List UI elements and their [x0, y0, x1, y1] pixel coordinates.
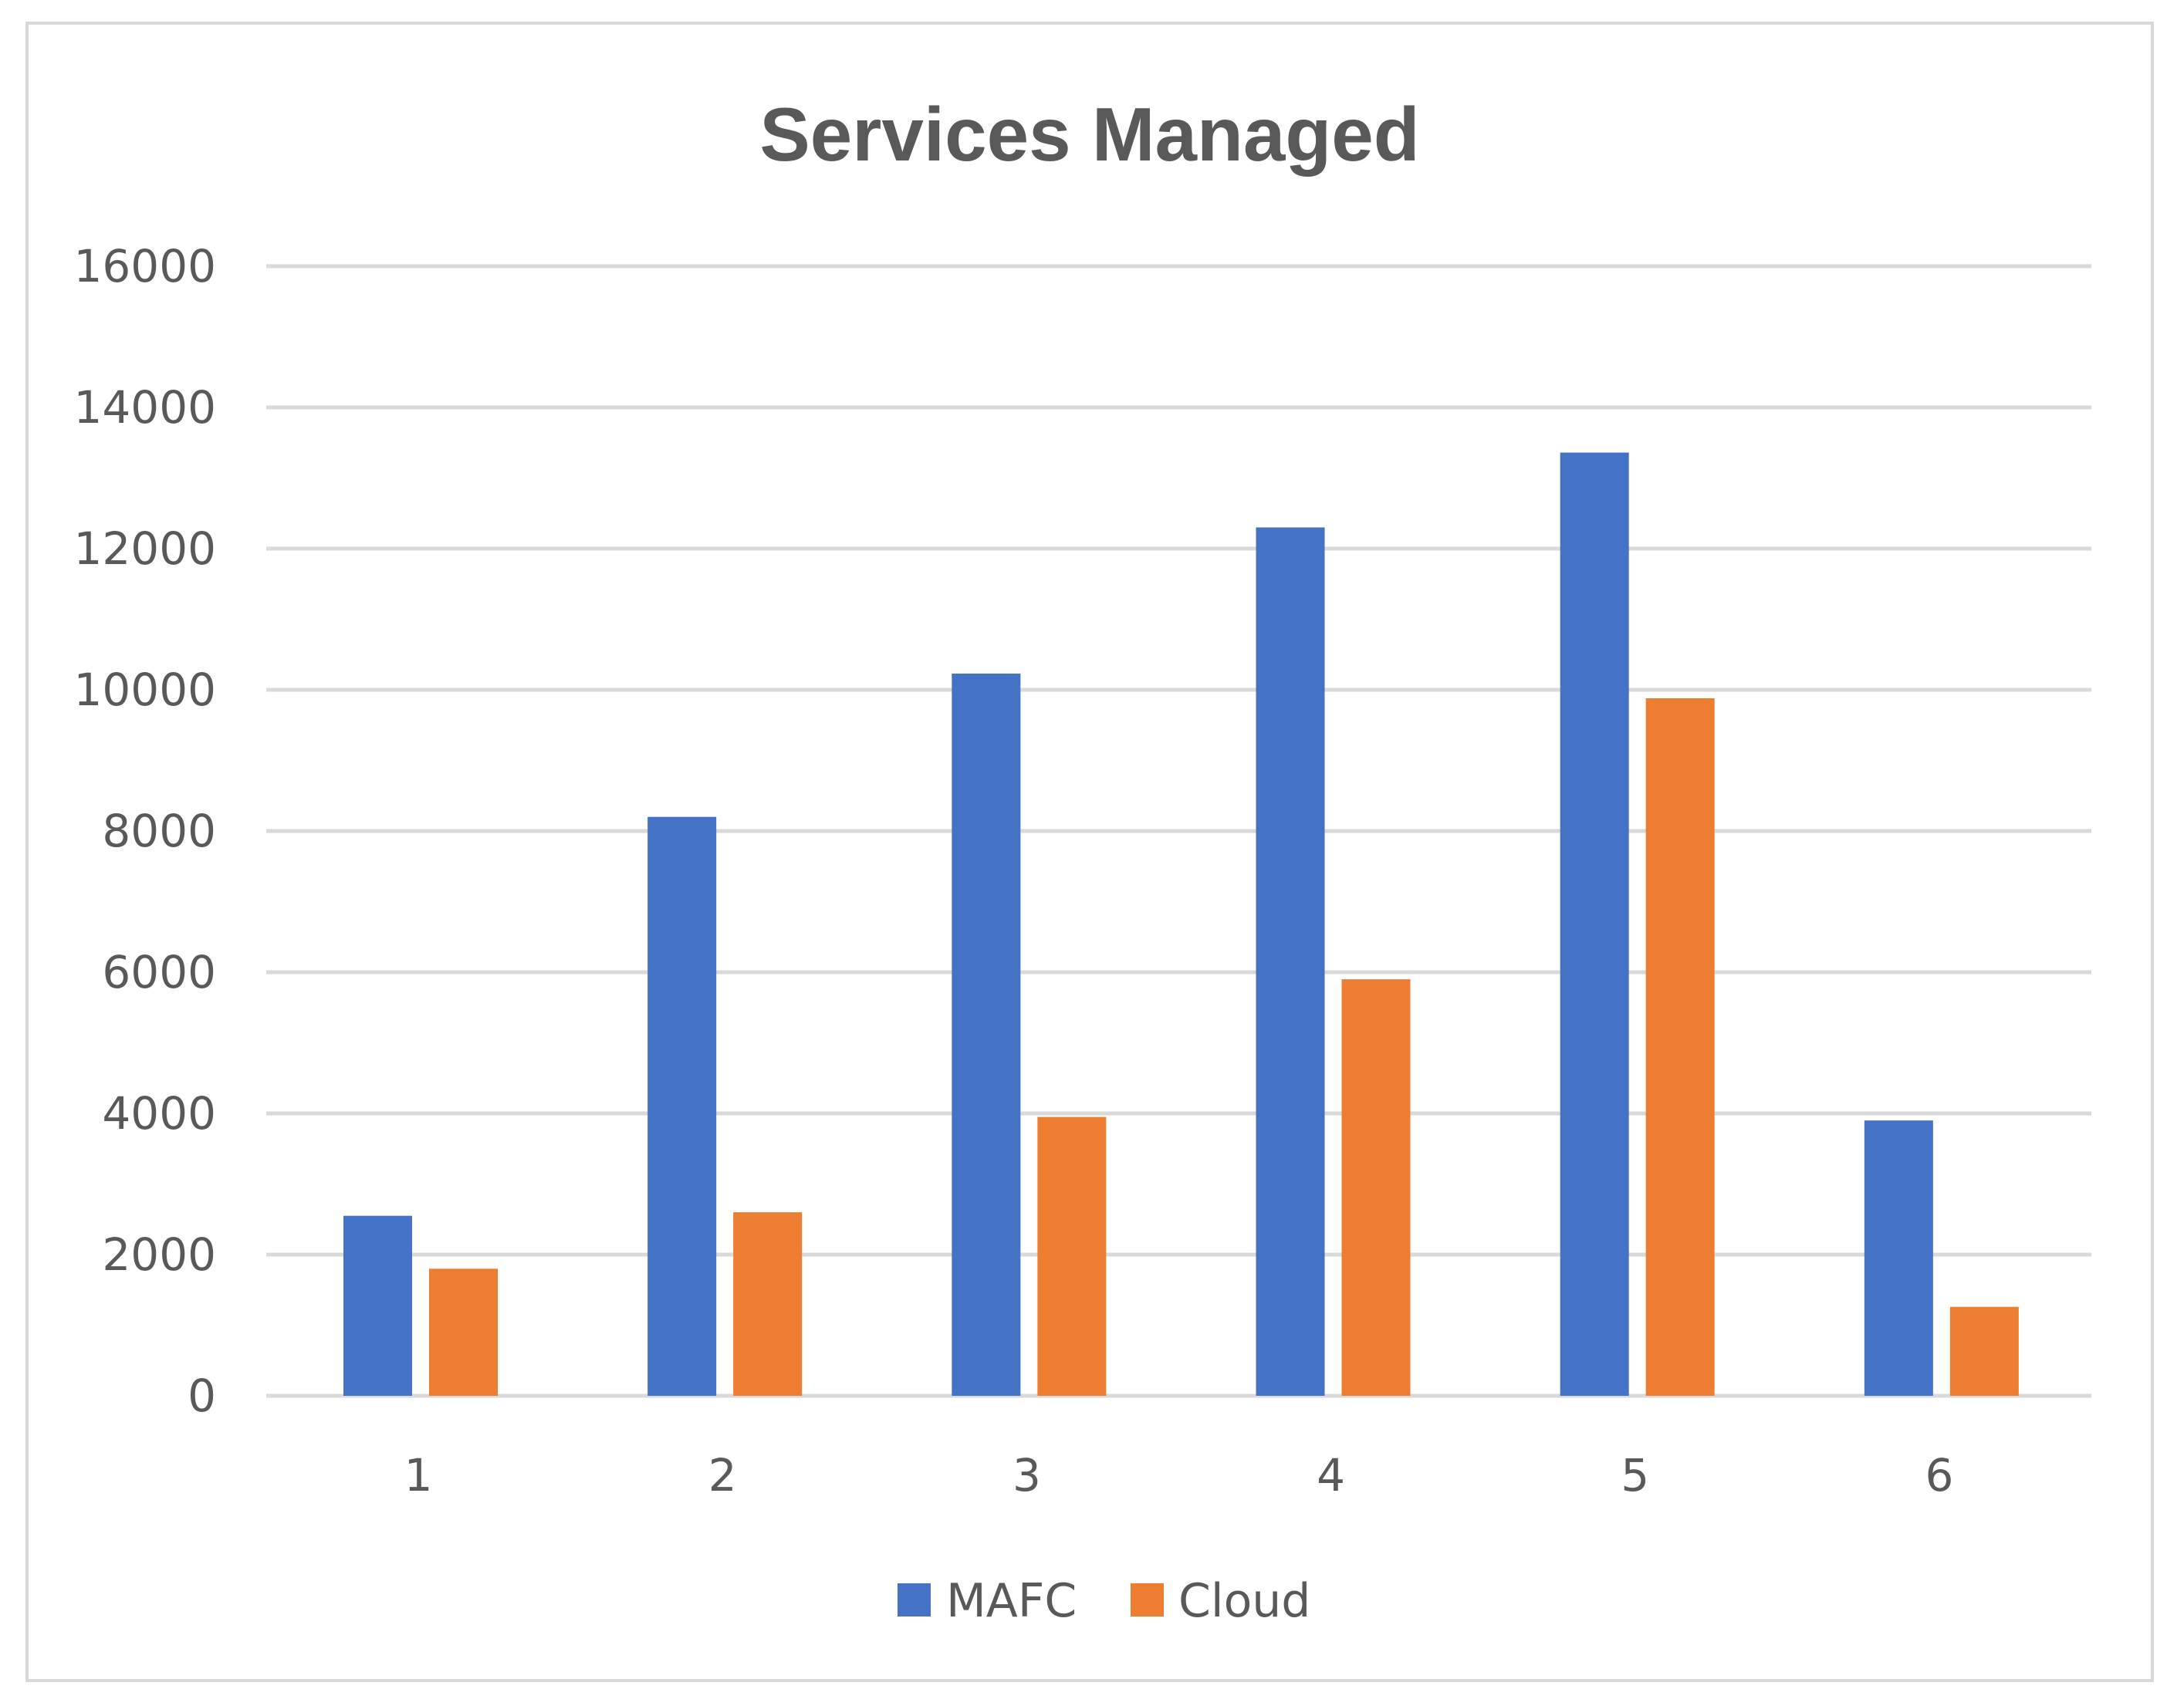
y-tick-label: 12000 — [73, 522, 216, 575]
y-tick-label: 16000 — [73, 240, 216, 292]
bar-mafc-4 — [1256, 527, 1325, 1396]
x-tick-label: 5 — [1621, 1449, 1649, 1502]
x-tick-label: 2 — [708, 1449, 737, 1502]
bar-cloud-2 — [733, 1212, 803, 1396]
legend-label-cloud: Cloud — [1178, 1574, 1310, 1628]
y-tick-label: 2000 — [102, 1228, 216, 1281]
bar-cloud-4 — [1341, 979, 1411, 1396]
bars — [343, 452, 2019, 1396]
legend-label-mafc: MAFC — [946, 1574, 1077, 1628]
bar-mafc-1 — [343, 1215, 412, 1396]
chart-frame — [25, 22, 2154, 1682]
x-axis-ticks: 1 2 3 4 5 6 — [404, 1449, 1954, 1502]
gridlines — [266, 264, 2091, 1398]
x-tick-label: 4 — [1317, 1449, 1345, 1502]
bar-cloud-5 — [1645, 698, 1715, 1396]
x-tick-label: 3 — [1013, 1449, 1041, 1502]
x-tick-label: 6 — [1925, 1449, 1953, 1502]
bar-cloud-6 — [1949, 1306, 2019, 1396]
bar-cloud-1 — [429, 1269, 498, 1396]
legend-swatch-mafc — [898, 1583, 931, 1616]
bar-mafc-6 — [1864, 1120, 1933, 1396]
y-axis-ticks: 0 2000 4000 6000 8000 10000 12000 14000 16000 — [73, 240, 216, 1422]
y-tick-label: 0 — [188, 1370, 216, 1422]
y-tick-label: 14000 — [73, 381, 216, 434]
bar-mafc-2 — [647, 816, 717, 1396]
legend: MAFC Cloud — [898, 1574, 1310, 1628]
x-tick-label: 1 — [404, 1449, 433, 1502]
y-tick-label: 8000 — [102, 805, 216, 857]
y-tick-label: 10000 — [73, 664, 216, 716]
y-tick-label: 4000 — [102, 1087, 216, 1140]
y-tick-label: 6000 — [102, 946, 216, 998]
chart-title: Services Managed — [759, 92, 1419, 177]
legend-swatch-cloud — [1131, 1583, 1164, 1616]
bar-mafc-3 — [952, 673, 1021, 1396]
bar-mafc-5 — [1560, 452, 1629, 1396]
bar-cloud-3 — [1037, 1117, 1107, 1396]
